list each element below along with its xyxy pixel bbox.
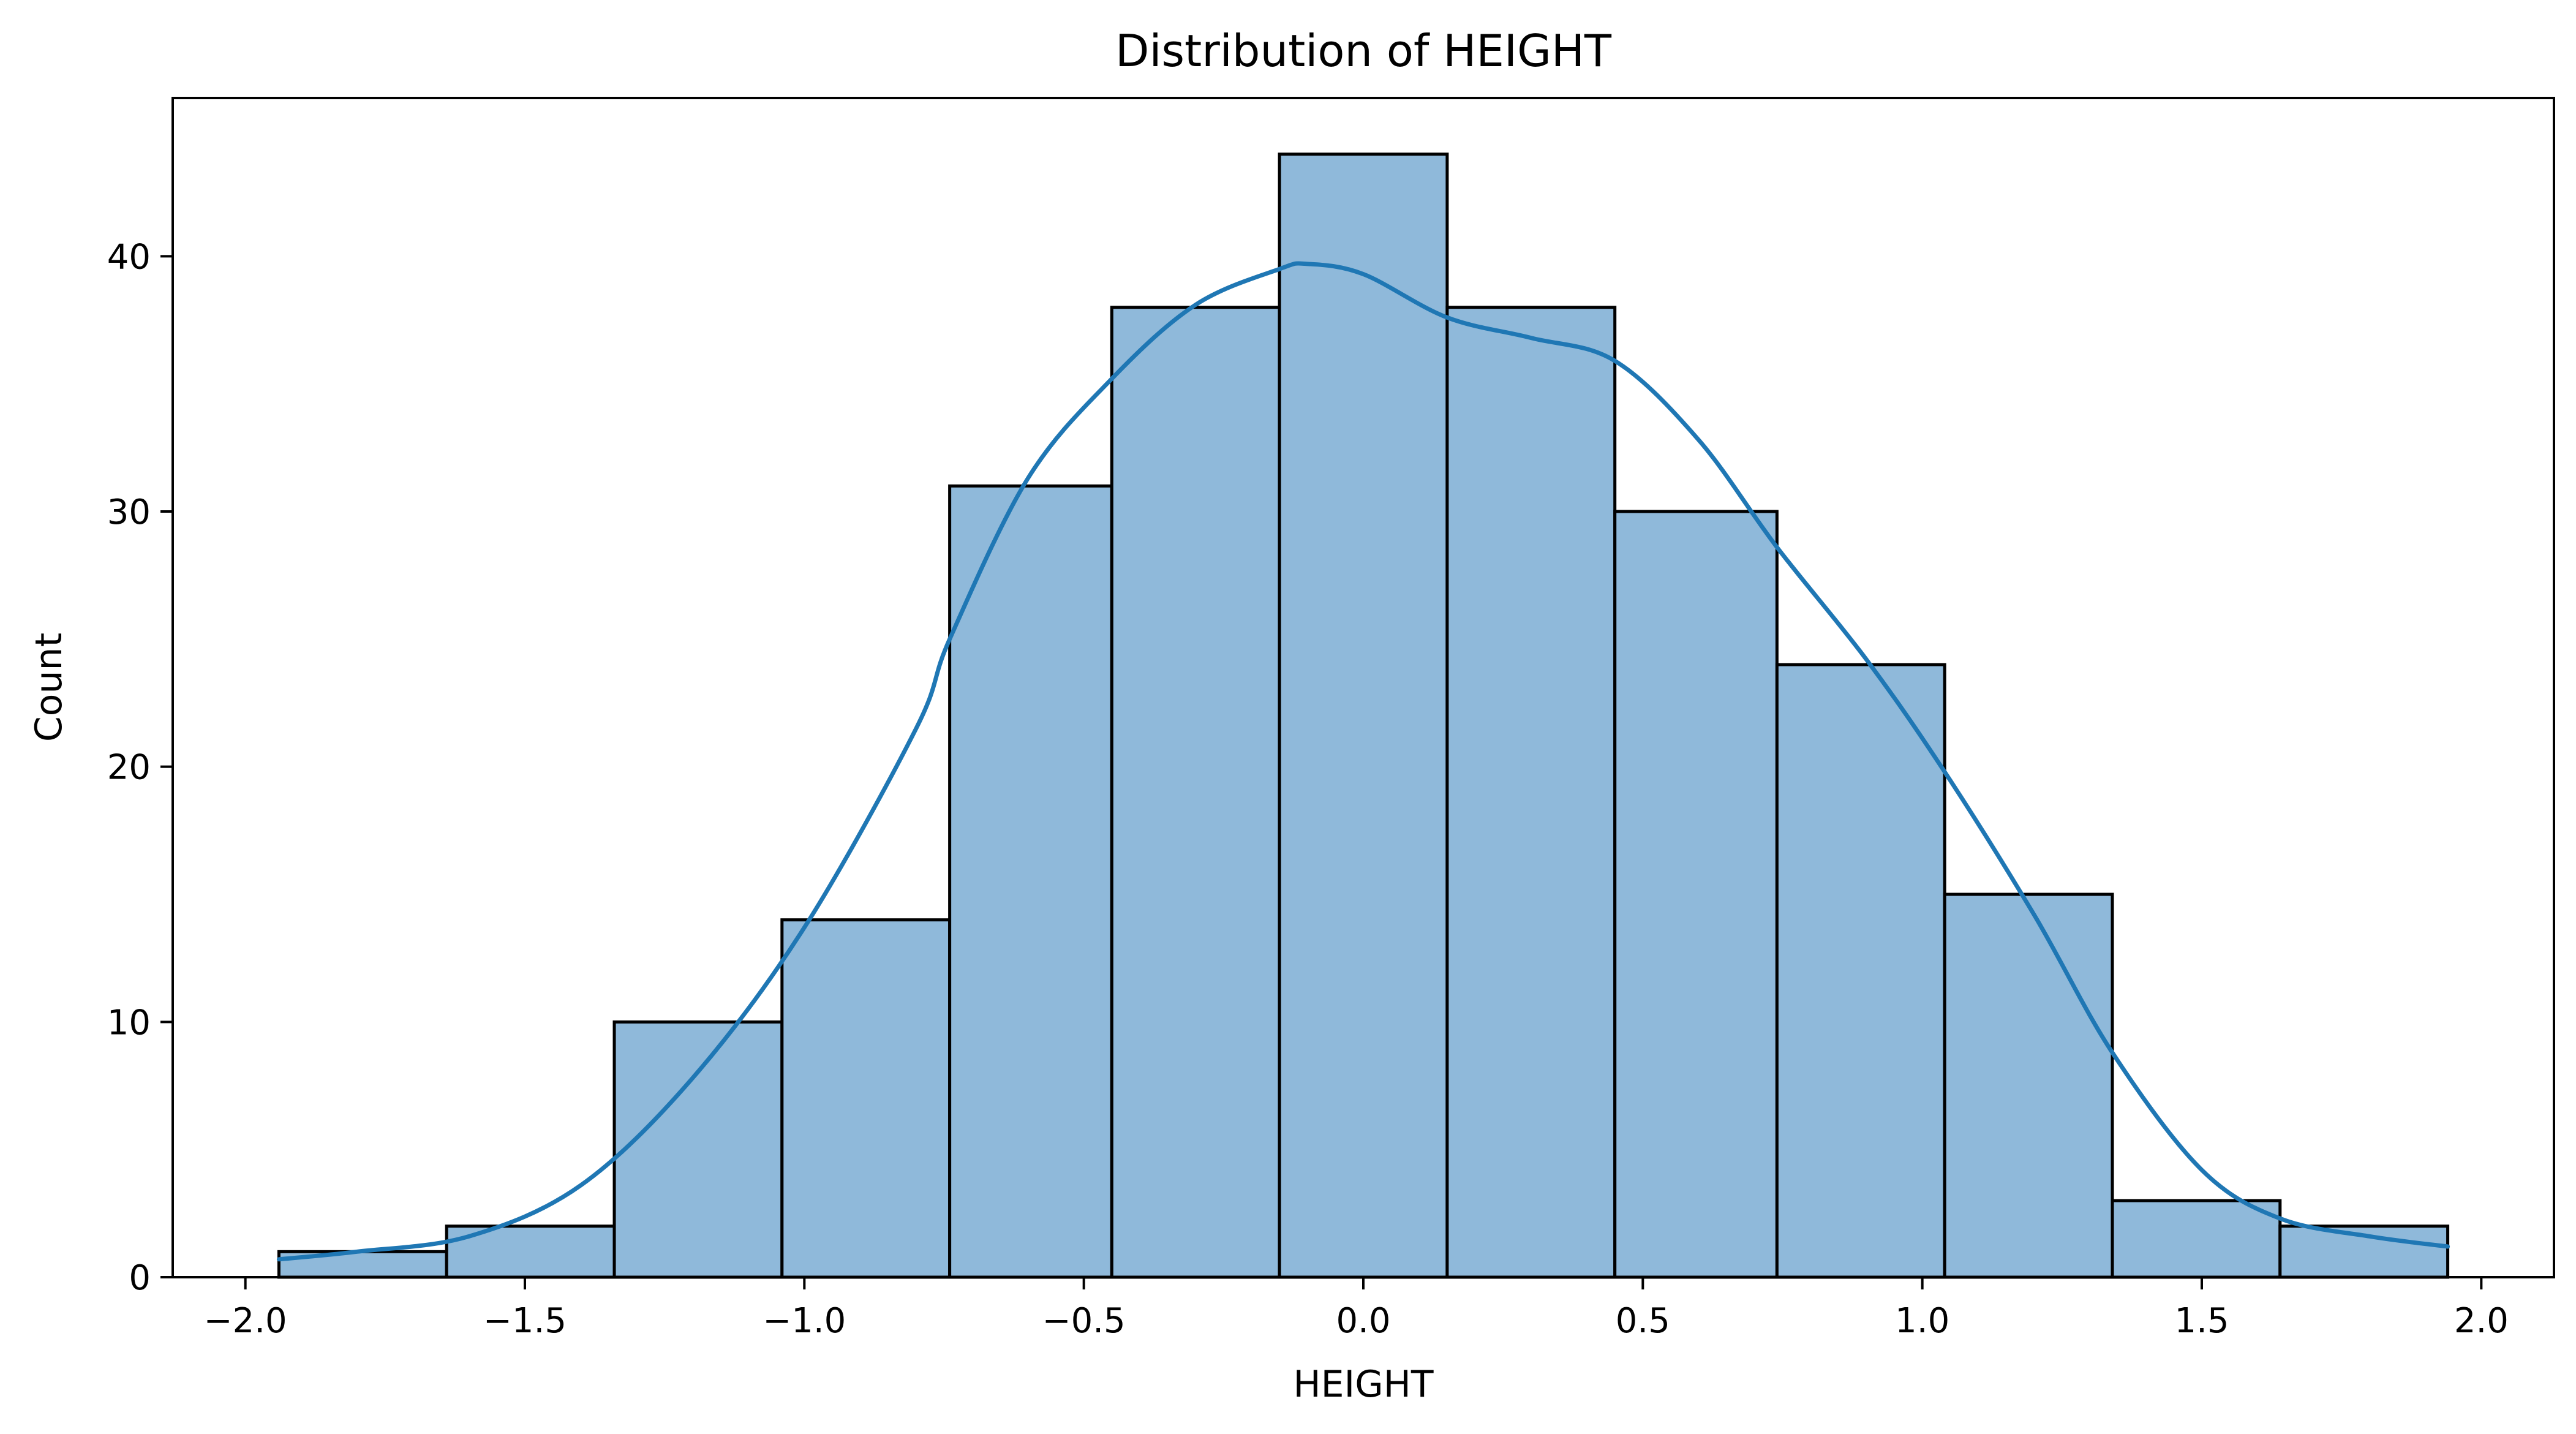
- x-tick-label: 0.5: [1616, 1301, 1670, 1341]
- histogram-bar: [1613, 510, 1779, 1279]
- histogram-bar: [2111, 1199, 2282, 1279]
- chart-title: Distribution of HEIGHT: [1115, 25, 1612, 77]
- x-tick-label: −0.5: [1042, 1301, 1126, 1341]
- y-tick-label: 0: [129, 1258, 151, 1298]
- histogram-bars: [277, 153, 2450, 1279]
- y-axis-ticks: 0 10 20 30 40: [107, 237, 173, 1298]
- y-tick-label: 10: [107, 1003, 151, 1043]
- y-tick-label: 40: [107, 237, 151, 277]
- histogram-bar: [1943, 892, 2114, 1279]
- x-axis-label: HEIGHT: [1294, 1363, 1434, 1406]
- x-tick-label: −1.5: [483, 1301, 567, 1341]
- x-axis-ticks: −2.0 −1.5 −1.0 −0.5 0.0 0.5 1.0 1.5 2.0: [204, 1277, 2509, 1341]
- x-tick-label: −1.0: [763, 1301, 846, 1341]
- x-tick-label: 1.0: [1895, 1301, 1949, 1341]
- y-tick-label: 30: [107, 492, 151, 532]
- y-axis-label: Count: [28, 633, 70, 742]
- histogram-bar: [1278, 153, 1449, 1279]
- kde-curve: [276, 261, 2450, 1262]
- y-tick-label: 20: [107, 748, 151, 788]
- histogram-bar: [612, 1020, 784, 1279]
- x-tick-label: 2.0: [2454, 1301, 2509, 1341]
- histogram-bar: [1775, 663, 1946, 1279]
- histogram-bar: [1110, 306, 1281, 1279]
- x-tick-label: 0.0: [1336, 1301, 1390, 1341]
- x-tick-label: 1.5: [2174, 1301, 2229, 1341]
- histogram-bar: [948, 484, 1113, 1279]
- histogram-bar: [780, 918, 952, 1279]
- kde-curve-group: [276, 261, 2450, 1262]
- histogram-bar: [1445, 306, 1617, 1279]
- x-tick-label: −2.0: [204, 1301, 287, 1341]
